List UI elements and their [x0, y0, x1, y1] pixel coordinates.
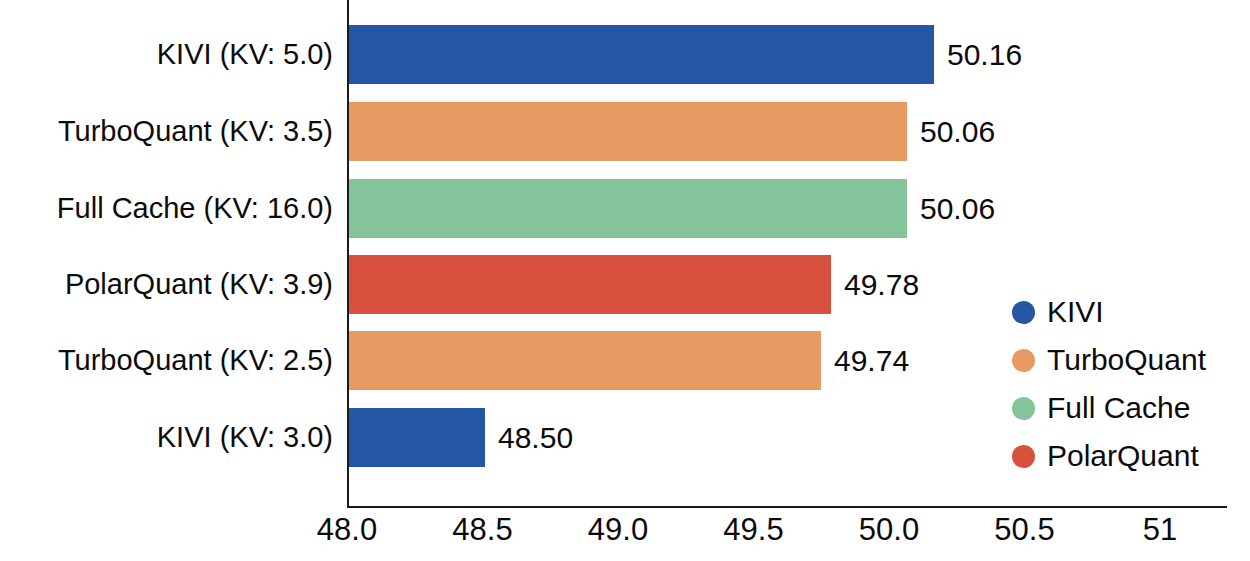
legend-label: TurboQuant — [1047, 343, 1206, 377]
legend-swatch-icon — [1012, 301, 1035, 324]
x-tick-label: 49.0 — [588, 512, 648, 548]
legend-label: KIVI — [1047, 295, 1104, 329]
x-tick-label: 48.5 — [452, 512, 512, 548]
x-tick-label: 50.0 — [859, 512, 919, 548]
legend-swatch-icon — [1012, 397, 1035, 420]
x-tick-label: 51 — [1143, 512, 1177, 548]
legend-item-kivi: KIVI — [1012, 288, 1206, 336]
x-tick-label: 50.5 — [994, 512, 1054, 548]
legend-item-polarquant: PolarQuant — [1012, 432, 1206, 480]
bar-chart-figure: 50.1650.0650.0649.7849.7448.50 KIVI (KV:… — [0, 0, 1250, 561]
legend: KIVI TurboQuant Full Cache PolarQuant — [1012, 288, 1206, 480]
x-tick-label: 49.5 — [723, 512, 783, 548]
legend-item-turboquant: TurboQuant — [1012, 336, 1206, 384]
legend-item-full-cache: Full Cache — [1012, 384, 1206, 432]
legend-swatch-icon — [1012, 445, 1035, 468]
legend-label: PolarQuant — [1047, 439, 1199, 473]
legend-swatch-icon — [1012, 349, 1035, 372]
x-tick-label: 48.0 — [317, 512, 377, 548]
legend-label: Full Cache — [1047, 391, 1190, 425]
